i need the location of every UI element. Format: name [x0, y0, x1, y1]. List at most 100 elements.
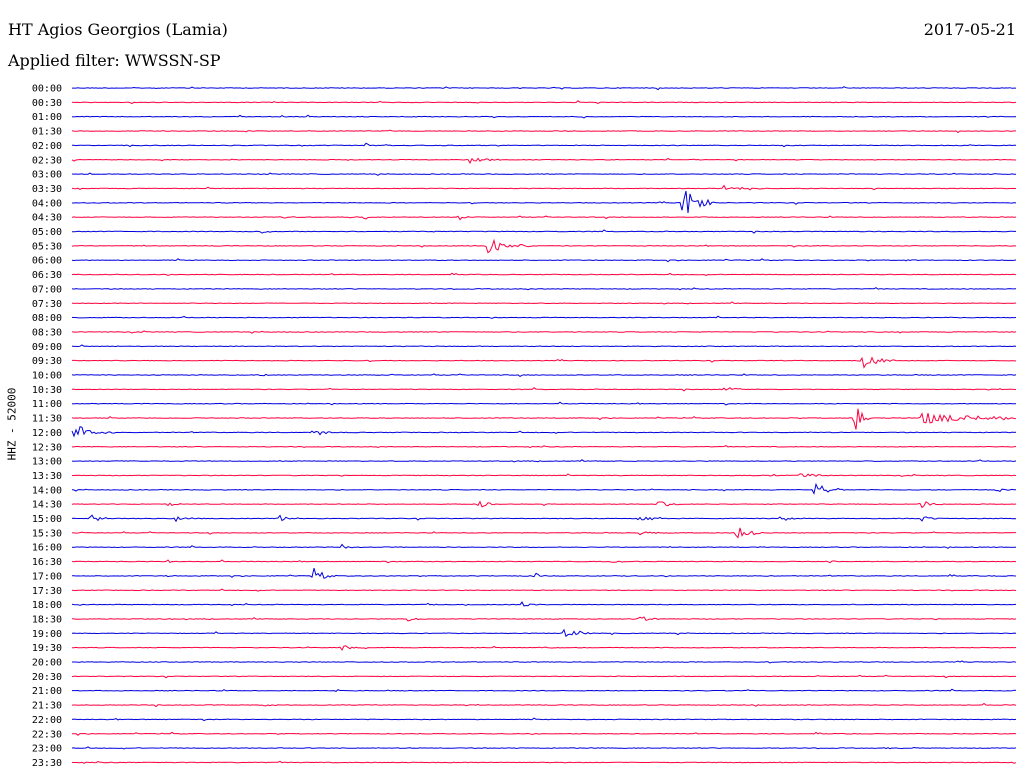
time-tick-label: 13:00 — [32, 457, 62, 468]
trace-2000 — [72, 660, 1017, 664]
trace-2230 — [72, 731, 1017, 736]
time-tick-label: 10:00 — [32, 371, 62, 382]
trace-0230 — [71, 157, 1017, 164]
trace-0100 — [71, 114, 1017, 119]
time-tick-label: 07:30 — [32, 299, 62, 310]
time-tick-label: 22:00 — [32, 715, 62, 726]
time-tick-label: 13:30 — [32, 471, 62, 482]
time-tick-label: 03:00 — [32, 170, 62, 181]
trace-0400 — [72, 190, 1017, 213]
trace-0730 — [71, 301, 1017, 305]
time-tick-label: 07:00 — [32, 284, 62, 295]
time-tick-label: 06:00 — [32, 256, 62, 267]
trace-0000 — [72, 86, 1016, 91]
time-tick-label: 20:00 — [32, 658, 62, 669]
time-tick-label: 17:00 — [32, 571, 62, 582]
time-tick-label: 21:30 — [32, 701, 62, 712]
trace-1300 — [71, 459, 1017, 463]
trace-0630 — [71, 272, 1017, 277]
trace-0130 — [71, 129, 1016, 134]
trace-0530 — [71, 238, 1017, 254]
trace-1030 — [71, 387, 1017, 392]
time-tick-label: 15:30 — [32, 528, 62, 539]
trace-1000 — [71, 373, 1017, 377]
trace-1700 — [72, 568, 1017, 579]
trace-1600 — [71, 543, 1017, 549]
trace-2200 — [71, 717, 1017, 722]
record-date: 2017-05-21 — [923, 20, 1016, 39]
time-tick-label: 16:30 — [32, 557, 62, 568]
time-tick-label: 11:00 — [32, 399, 62, 410]
time-tick-label: 01:30 — [32, 127, 62, 138]
time-tick-label: 05:30 — [32, 241, 62, 252]
time-tick-label: 18:30 — [32, 614, 62, 625]
time-tick-label: 19:00 — [32, 629, 62, 640]
time-tick-label: 17:30 — [32, 586, 62, 597]
trace-1630 — [71, 559, 1017, 564]
time-tick-label: 09:30 — [32, 356, 62, 367]
trace-0200 — [72, 142, 1017, 148]
trace-0330 — [71, 184, 1017, 191]
time-tick-label: 00:30 — [32, 98, 62, 109]
time-tick-label: 23:00 — [32, 744, 62, 755]
trace-2100 — [72, 688, 1017, 692]
time-tick-label: 08:30 — [32, 327, 62, 338]
trace-1500 — [71, 514, 1017, 523]
time-tick-label: 16:00 — [32, 543, 62, 554]
time-tick-label: 12:00 — [32, 428, 62, 439]
time-tick-label: 23:30 — [32, 758, 62, 769]
filter-label: Applied filter: WWSSN-SP — [8, 51, 221, 70]
time-tick-label: 02:30 — [32, 155, 62, 166]
time-tick-label: 08:00 — [32, 313, 62, 324]
time-tick-label: 21:00 — [32, 686, 62, 697]
trace-1230 — [72, 445, 1017, 449]
time-tick-label: 01:00 — [32, 112, 62, 123]
trace-2030 — [71, 674, 1016, 679]
time-tick-label: 22:30 — [32, 729, 62, 740]
trace-0930 — [72, 356, 1016, 369]
time-tick-label: 14:30 — [32, 500, 62, 511]
time-tick-label: 04:00 — [32, 198, 62, 209]
trace-1900 — [71, 628, 1017, 638]
trace-1730 — [71, 588, 1017, 592]
time-tick-label: 06:30 — [32, 270, 62, 281]
time-tick-label: 02:00 — [32, 141, 62, 152]
trace-1800 — [71, 601, 1017, 607]
trace-0300 — [71, 172, 1016, 176]
time-tick-label: 15:00 — [32, 514, 62, 525]
time-tick-label: 04:30 — [32, 213, 62, 224]
trace-1430 — [71, 500, 1017, 509]
time-tick-label: 03:30 — [32, 184, 62, 195]
time-tick-label: 11:30 — [32, 414, 62, 425]
time-tick-label: 20:30 — [32, 672, 62, 683]
time-tick-label: 00:00 — [32, 84, 62, 95]
trace-1100 — [71, 401, 1017, 406]
trace-0830 — [71, 330, 1017, 334]
trace-0800 — [71, 315, 1017, 319]
time-tick-label: 19:30 — [32, 643, 62, 654]
trace-1530 — [71, 527, 1016, 539]
time-tick-label: 18:00 — [32, 600, 62, 611]
time-tick-label: 05:00 — [32, 227, 62, 238]
trace-1930 — [72, 645, 1017, 651]
trace-1400 — [71, 482, 1017, 495]
time-tick-label: 14:00 — [32, 485, 62, 496]
time-tick-label: 10:30 — [32, 385, 62, 396]
trace-0500 — [71, 229, 1016, 234]
trace-2300 — [71, 746, 1017, 750]
time-tick-label: 09:00 — [32, 342, 62, 353]
trace-2130 — [71, 702, 1017, 708]
time-tick-label: 12:30 — [32, 442, 62, 453]
trace-2330 — [71, 760, 1017, 764]
trace-0430 — [71, 215, 1017, 221]
trace-0030 — [71, 100, 1017, 105]
station-title: HT Agios Georgios (Lamia) — [8, 20, 228, 39]
trace-0900 — [71, 344, 1017, 348]
trace-0600 — [71, 258, 1017, 263]
trace-1130 — [71, 408, 1017, 430]
trace-1330 — [72, 473, 1017, 478]
trace-1830 — [71, 616, 1017, 622]
trace-0700 — [71, 287, 1017, 291]
trace-1200 — [71, 426, 1017, 438]
